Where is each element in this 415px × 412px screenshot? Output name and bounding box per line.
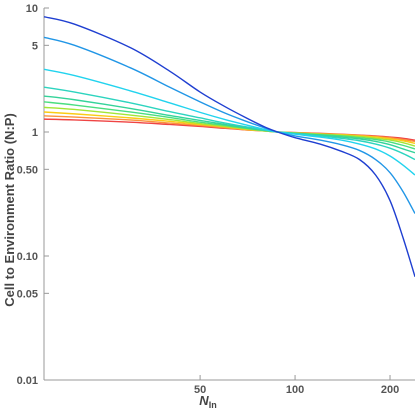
y-tick-label: 0.05 bbox=[17, 288, 38, 300]
series-line bbox=[43, 16, 415, 277]
x-axis-label: NIn bbox=[199, 393, 216, 410]
y-tick-label: 5 bbox=[32, 40, 38, 52]
y-tick-label: 0.50 bbox=[17, 164, 38, 176]
x-axis-ticks: 50 100 200 bbox=[194, 375, 399, 396]
y-axis-label: Cell to Environment Ratio (N:P) bbox=[2, 113, 17, 307]
x-tick-label: 100 bbox=[286, 384, 304, 396]
x-tick-label: 200 bbox=[381, 384, 399, 396]
x-axis-label-main: N bbox=[199, 393, 209, 408]
series-layer bbox=[43, 16, 415, 277]
series-line bbox=[43, 86, 415, 161]
y-tick-label: 0.01 bbox=[17, 375, 38, 387]
y-tick-label: 10 bbox=[26, 3, 38, 15]
y-axis-ticks: 0.01 0.05 0.10 0.50 1 5 10 bbox=[17, 3, 49, 387]
x-axis-label-sub: In bbox=[209, 400, 217, 410]
y-tick-label: 1 bbox=[32, 127, 38, 139]
x-tick-label: 50 bbox=[194, 384, 206, 396]
y-tick-label: 0.10 bbox=[17, 251, 38, 263]
